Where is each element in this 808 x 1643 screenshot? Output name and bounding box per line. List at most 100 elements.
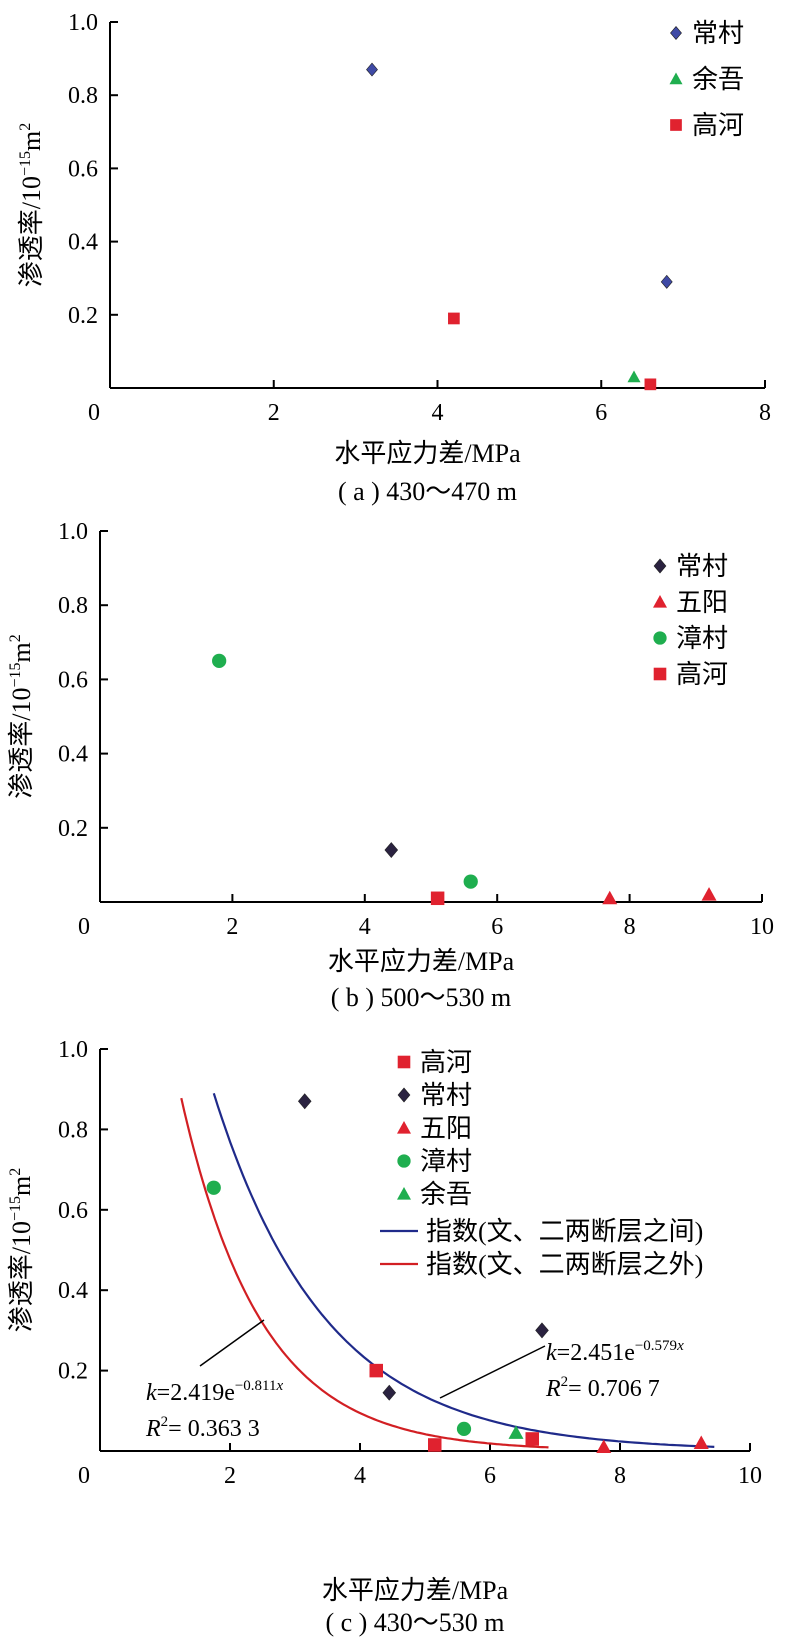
y-tick-label: 1.0 bbox=[58, 1037, 88, 1063]
data-point-常村 bbox=[660, 274, 673, 289]
legend-label: 五阳 bbox=[420, 1114, 472, 1143]
fit-curve-outside bbox=[180, 1097, 549, 1449]
fit-r2: R2= 0.363 3 bbox=[145, 1414, 260, 1442]
legend-marker bbox=[397, 1154, 411, 1168]
data-point-高河 bbox=[369, 1363, 383, 1378]
x-tick-label: 0 bbox=[78, 914, 90, 940]
legend-marker bbox=[397, 1187, 411, 1200]
x-tick-label: 4 bbox=[359, 914, 371, 940]
data-point-常村 bbox=[366, 62, 378, 77]
y-tick-label: 0.6 bbox=[68, 156, 98, 182]
legend-label: 常村 bbox=[692, 19, 744, 48]
y-tick-label: 0.8 bbox=[58, 1117, 88, 1143]
legend-marker bbox=[670, 26, 682, 40]
x-tick-label: 2 bbox=[224, 1463, 236, 1489]
x-tick-label: 4 bbox=[354, 1463, 366, 1489]
fit-r2: R2= 0.706 7 bbox=[545, 1374, 660, 1402]
legend-marker bbox=[397, 1087, 411, 1103]
data-point-高河 bbox=[428, 1438, 442, 1452]
y-tick-label: 0.4 bbox=[68, 230, 98, 256]
y-tick-label: 0.6 bbox=[58, 667, 88, 693]
x-tick-label: 0 bbox=[88, 400, 100, 426]
y-tick-label: 0.2 bbox=[58, 1359, 88, 1385]
fit-equation: k=2.419e−0.811x bbox=[146, 1378, 284, 1406]
data-point-高河 bbox=[448, 312, 460, 325]
legend-label: 余吾 bbox=[692, 65, 744, 94]
legend-label: 高河 bbox=[692, 111, 744, 140]
legend-marker bbox=[653, 667, 667, 681]
x-tick-label: 6 bbox=[595, 400, 607, 426]
data-point-高河 bbox=[525, 1432, 539, 1446]
panel-caption: ( c ) 430～530 m bbox=[325, 1608, 504, 1637]
y-tick-label: 1.0 bbox=[58, 519, 88, 545]
legend-label: 常村 bbox=[420, 1081, 472, 1110]
y-tick-label: 0.4 bbox=[58, 1278, 88, 1304]
data-point-漳村 bbox=[456, 1421, 472, 1437]
legend-marker bbox=[653, 558, 667, 574]
x-tick-label: 0 bbox=[78, 1463, 90, 1489]
x-axis-title: 水平应力差/MPa bbox=[322, 1576, 509, 1605]
x-tick-label: 10 bbox=[750, 914, 774, 940]
legend-label: 指数(文、二两断层之间) bbox=[426, 1217, 703, 1246]
y-axis-title: 渗透率/10−15m2 bbox=[7, 1168, 36, 1333]
legend-label: 高河 bbox=[420, 1048, 472, 1077]
x-tick-label: 2 bbox=[268, 400, 280, 426]
legend-label: 常村 bbox=[676, 552, 728, 581]
x-tick-label: 8 bbox=[614, 1463, 626, 1489]
y-axis-title: 渗透率/10−15m2 bbox=[17, 123, 46, 288]
legend-label: 指数(文、二两断层之外) bbox=[426, 1250, 703, 1279]
x-axis-title: 水平应力差/MPa bbox=[328, 947, 515, 976]
chart-panel-b: 0 2 4 6 8 10 0.2 0.4 0.6 0.8 1.0 水平应力差/MPa 渗透率/10−15… bbox=[7, 519, 774, 1012]
data-point-常村 bbox=[535, 1322, 549, 1339]
data-point-常村 bbox=[382, 1384, 397, 1401]
data-point-余吾 bbox=[627, 370, 641, 383]
y-tick-label: 0.8 bbox=[68, 83, 98, 109]
y-tick-label: 0.6 bbox=[58, 1198, 88, 1224]
y-tick-label: 0.2 bbox=[68, 303, 98, 329]
x-tick-label: 4 bbox=[432, 400, 444, 426]
data-point-余吾 bbox=[508, 1425, 524, 1439]
legend-marker bbox=[397, 1055, 411, 1069]
y-tick-label: 0.4 bbox=[58, 742, 88, 768]
legend-label: 漳村 bbox=[676, 624, 728, 653]
x-tick-label: 2 bbox=[226, 914, 238, 940]
data-point-五阳 bbox=[596, 1439, 612, 1453]
legend-marker bbox=[653, 595, 667, 608]
legend-label: 漳村 bbox=[420, 1147, 472, 1176]
x-tick-label: 6 bbox=[484, 1463, 496, 1489]
data-point-常村 bbox=[384, 842, 399, 859]
x-tick-label: 8 bbox=[624, 914, 636, 940]
panel-caption: ( b ) 500～530 m bbox=[331, 983, 512, 1012]
annotation-leader bbox=[199, 1319, 265, 1367]
data-point-五阳 bbox=[693, 1435, 709, 1449]
legend-marker bbox=[669, 72, 683, 85]
legend-marker bbox=[653, 631, 667, 645]
annotation-leader bbox=[439, 1345, 546, 1399]
data-point-高河 bbox=[644, 378, 657, 391]
y-tick-label: 0.8 bbox=[58, 593, 88, 619]
data-point-漳村 bbox=[463, 874, 478, 889]
data-point-常村 bbox=[297, 1093, 312, 1110]
chart-panel-a: 0 2 4 6 8 0.2 0.4 0.6 0.8 1.0 水平应力差/MPa 渗透率/10−15m2… bbox=[17, 10, 771, 506]
legend-label: 余吾 bbox=[420, 1180, 472, 1209]
legend-label: 高河 bbox=[676, 660, 728, 689]
x-tick-label: 6 bbox=[491, 914, 503, 940]
data-point-高河 bbox=[430, 891, 445, 906]
x-tick-label: 8 bbox=[759, 400, 771, 426]
data-point-漳村 bbox=[206, 1180, 221, 1195]
panel-caption: ( a ) 430～470 m bbox=[338, 477, 517, 506]
fit-equation: k=2.451e−0.579x bbox=[546, 1338, 684, 1366]
chart-panel-c: 0 2 4 6 8 10 0.2 0.4 0.6 0.8 1.0 水平应力差/MPa 渗透率/10−15… bbox=[7, 1037, 762, 1637]
data-point-漳村 bbox=[212, 653, 227, 668]
y-tick-label: 0.2 bbox=[58, 816, 88, 842]
legend-marker bbox=[670, 119, 682, 131]
data-point-五阳 bbox=[602, 890, 618, 905]
x-tick-label: 10 bbox=[738, 1463, 762, 1489]
y-tick-label: 1.0 bbox=[68, 10, 98, 36]
y-axis-title: 渗透率/10−15m2 bbox=[7, 634, 36, 799]
legend-marker bbox=[397, 1121, 411, 1134]
data-point-五阳 bbox=[701, 887, 717, 901]
fit-curve-inside bbox=[212, 1092, 715, 1448]
x-axis-title: 水平应力差/MPa bbox=[334, 439, 521, 468]
